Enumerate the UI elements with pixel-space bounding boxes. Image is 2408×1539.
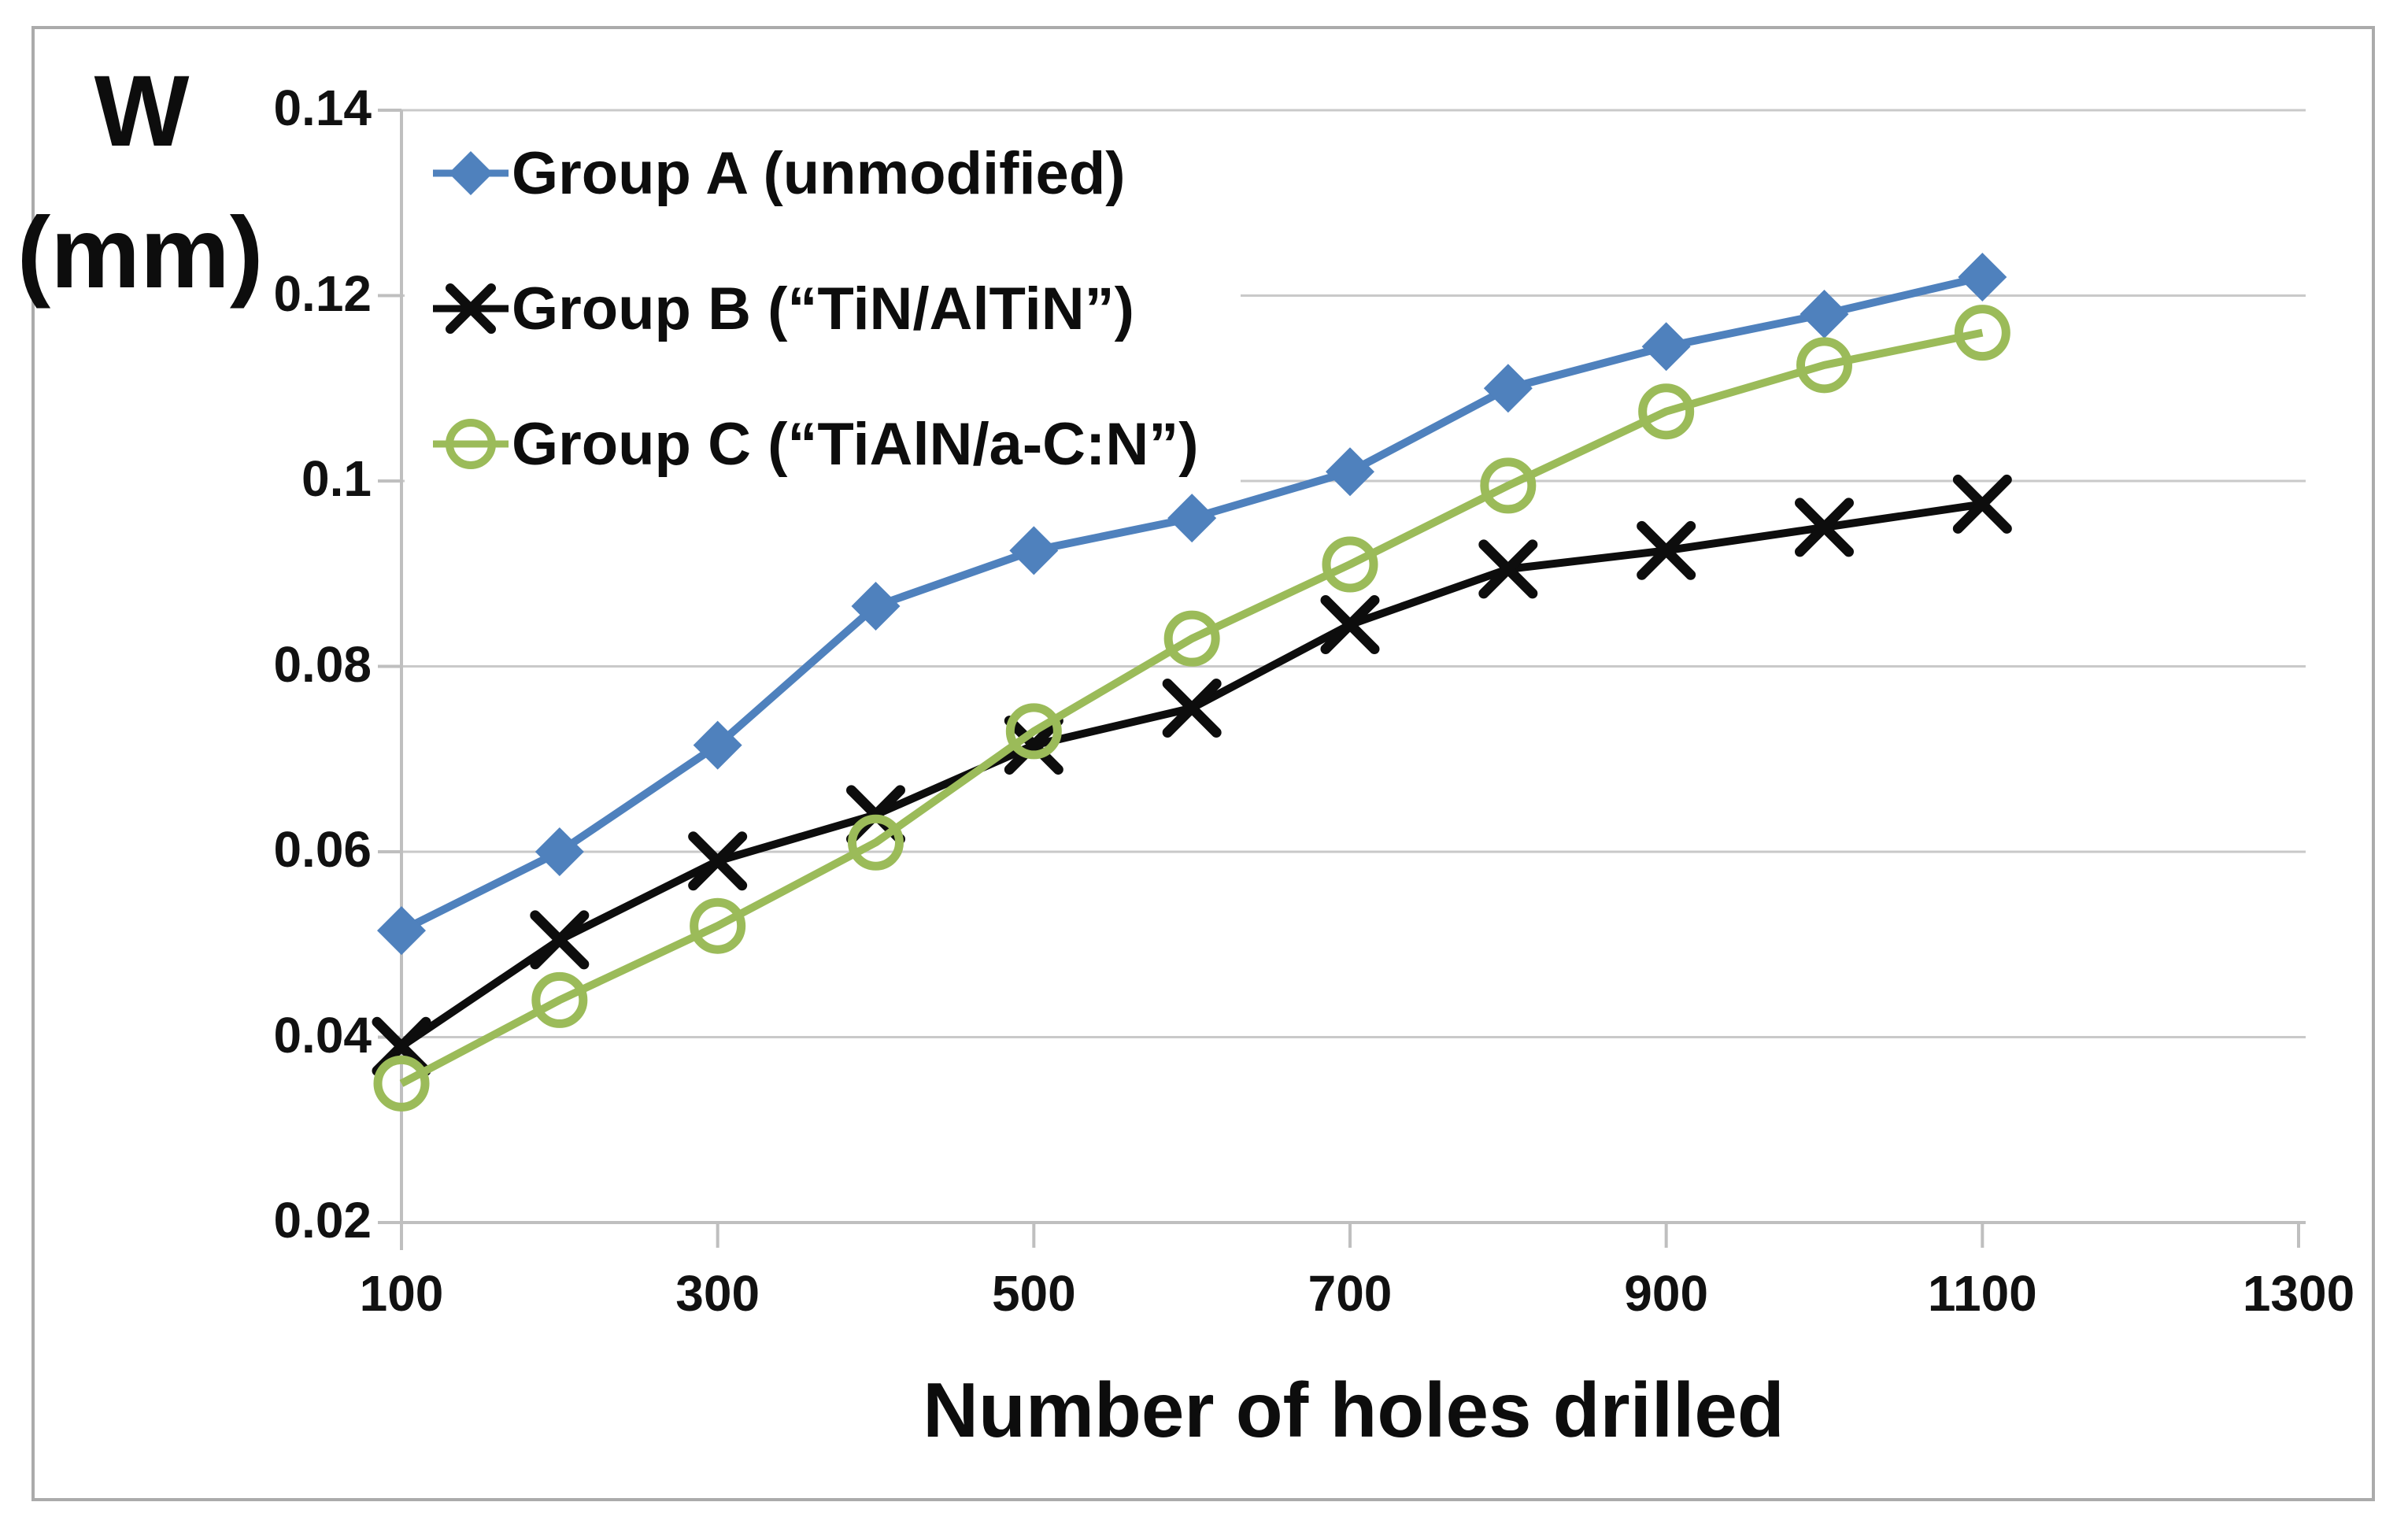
diamond-marker (1483, 364, 1533, 413)
x-legend-icon (433, 283, 509, 334)
x-marker (1004, 716, 1063, 775)
diamond-marker (1009, 526, 1059, 575)
circle-marker (373, 1055, 430, 1112)
circle-marker (1005, 703, 1062, 760)
y-tick-label: 0.02 (273, 1192, 372, 1249)
x-marker (1637, 520, 1696, 580)
legend-label: Group B (“TiN/AlTiN”) (512, 275, 1134, 342)
y-tick-label: 0.1 (301, 450, 372, 507)
x-marker (688, 831, 748, 891)
y-axis-title-line2: (mm) (17, 197, 264, 309)
circle-marker (690, 897, 746, 954)
x-tick-label: 1100 (1927, 1265, 2037, 1322)
x-marker (1952, 474, 2012, 534)
legend-label: Group C (“TiAlN/a-C:N”) (512, 410, 1199, 478)
diamond-legend-icon (433, 151, 509, 195)
x-tick-label: 700 (1308, 1265, 1393, 1322)
diamond-marker (377, 906, 426, 956)
circle-marker (1480, 457, 1537, 514)
x-tick-label: 500 (991, 1265, 1076, 1322)
diamond-marker (1800, 290, 1849, 339)
x-marker (530, 910, 590, 970)
circle-marker (1796, 337, 1852, 394)
diamond-marker (1641, 322, 1691, 372)
x-marker (1320, 595, 1380, 655)
y-tick-label: 0.14 (273, 80, 372, 136)
circle-marker (848, 814, 904, 871)
series-line (399, 328, 1984, 1087)
legend-item: Group B (“TiN/AlTiN”) (431, 269, 1134, 348)
y-tick-label: 0.12 (273, 265, 372, 322)
x-tick-label: 100 (359, 1265, 444, 1322)
circle-marker (531, 971, 588, 1028)
x-axis-title: Number of holes drilled (923, 1367, 1785, 1453)
circle-marker (1322, 536, 1378, 593)
circle-marker (1638, 383, 1695, 440)
x-tick-label: 300 (675, 1265, 760, 1322)
circle-marker (1163, 610, 1220, 667)
y-tick-label: 0.04 (273, 1006, 372, 1064)
legend-item: Group C (“TiAlN/a-C:N”) (431, 405, 1199, 483)
x-tick-label: 900 (1624, 1265, 1709, 1322)
open-circle-legend-icon (433, 419, 509, 469)
legend-background (405, 132, 1241, 509)
diamond-marker (693, 720, 742, 770)
diamond-marker (1167, 494, 1217, 543)
x-marker (1162, 678, 1222, 738)
circle-marker (1954, 305, 2010, 361)
diamond-marker (851, 581, 901, 631)
x-marker (1795, 498, 1854, 557)
x-tick-label: 1300 (2242, 1265, 2355, 1322)
legend-label: Group A (unmodified) (512, 139, 1126, 207)
legend-item: Group A (unmodified) (431, 134, 1126, 213)
x-marker (1478, 539, 1538, 599)
diamond-marker (534, 827, 584, 876)
y-tick-label: 0.06 (273, 821, 372, 878)
y-axis-title-line1: W (94, 55, 190, 168)
diamond-marker (1326, 447, 1374, 497)
y-tick-label: 0.08 (273, 635, 372, 693)
diamond-marker (1958, 252, 2007, 302)
